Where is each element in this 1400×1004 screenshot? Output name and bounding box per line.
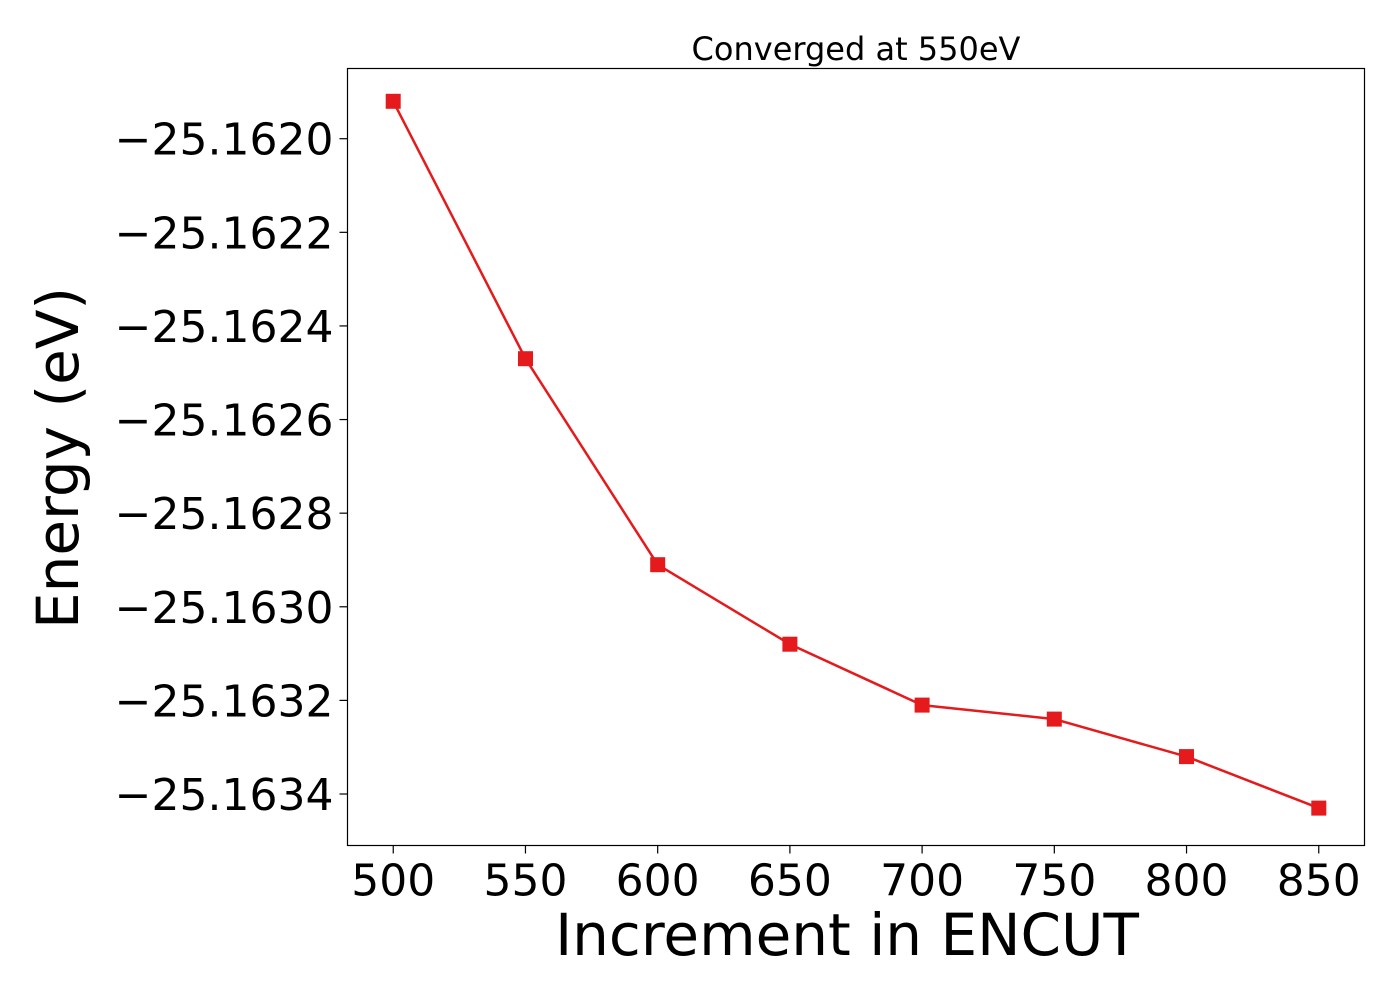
x-tick-label: 700 [880, 856, 964, 907]
y-axis-ticks: −25.1620 −25.1622 −25.1624 −25.1626 −25.1628… [115, 115, 348, 821]
y-tick-label: −25.1632 [115, 676, 334, 727]
y-tick-label: −25.1628 [115, 489, 334, 540]
y-tick-label: −25.1630 [115, 583, 334, 634]
y-tick-label: −25.1620 [115, 115, 334, 166]
x-axis-title: Increment in ENCUT [555, 901, 1139, 969]
plot-area-frame [346, 67, 1366, 847]
data-point-marker [1311, 800, 1327, 816]
x-tick-label: 600 [616, 856, 700, 907]
x-tick-label: 550 [483, 856, 567, 907]
x-tick-label: 850 [1277, 856, 1361, 907]
y-tick-label: −25.1624 [115, 302, 334, 353]
data-point-marker [650, 557, 666, 573]
x-tick-label: 750 [1012, 856, 1096, 907]
data-point-marker [385, 93, 401, 109]
y-tick-label: −25.1622 [115, 208, 334, 259]
data-point-marker [914, 697, 930, 713]
series-layer [385, 93, 1327, 816]
data-point-marker [1046, 711, 1062, 727]
x-axis-ticks: 500 550 600 650 700 750 800 850 [351, 845, 1361, 907]
x-tick-label: 650 [748, 856, 832, 907]
series-line [392, 100, 1320, 810]
x-tick-label: 500 [351, 856, 435, 907]
y-axis-title: Energy (eV) [24, 287, 92, 629]
y-tick-label: −25.1626 [115, 396, 334, 447]
data-point-marker [518, 351, 533, 367]
x-tick-label: 800 [1145, 856, 1229, 907]
data-point-marker [1179, 749, 1194, 765]
data-point-marker [782, 636, 798, 652]
chart-title: Converged at 550eV [692, 30, 1021, 68]
y-tick-label: −25.1634 [115, 770, 334, 821]
